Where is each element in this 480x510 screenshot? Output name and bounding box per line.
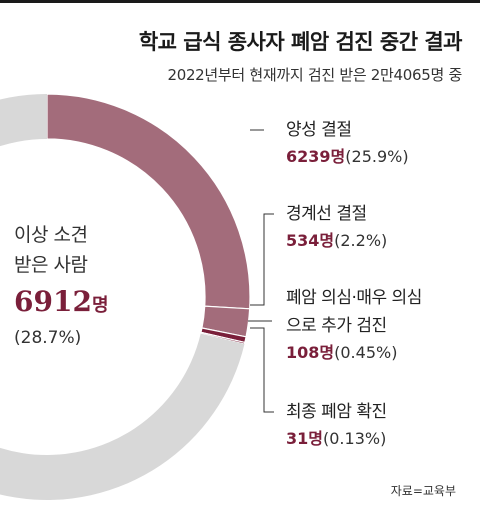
annotation-confirmed-cancer: 최종 폐암 확진 31명(0.13%) [286,398,387,452]
center-summary: 이상 소견 받은 사람 6912명 (28.7%) [14,220,134,350]
annotation-count: 6239명 [286,147,346,166]
leader-lines [248,129,274,413]
annotation-count: 534명 [286,231,335,250]
annotation-percent: (0.45%) [334,343,398,362]
annotation-name: 최종 폐암 확진 [286,402,387,422]
annotation-count: 108명 [286,343,335,362]
annotation-count: 31명 [286,429,323,448]
center-count: 6912명 [14,282,134,326]
center-label-line1: 이상 소견 [14,224,88,246]
annotation-percent: (0.13%) [323,429,387,448]
annotation-value: 108명(0.45%) [286,340,422,366]
source-note: 자료=교육부 [390,484,456,498]
chart-title: 학교 급식 종사자 폐암 검진 중간 결과 [138,30,463,54]
annotation-value: 6239명(25.9%) [286,144,409,170]
slice-confirmed-cancer [199,331,246,345]
annotation-name: 양성 결절 [286,120,352,140]
slice-no-findings [0,94,245,500]
top-rule [0,0,480,3]
center-count-unit: 명 [91,295,109,316]
chart-subtitle: 2022년부터 현재까지 검진 받은 2만4065명 중 [167,66,462,84]
annotation-name: 폐암 의심·매우 의심 [286,288,422,308]
leader-line-borderline [250,213,274,306]
center-percent: (28.7%) [14,328,82,348]
annotation-borderline-nodule: 경계선 결절 534명(2.2%) [286,200,387,254]
annotation-suspected-cancer: 폐암 의심·매우 의심 으로 추가 검진 108명(0.45%) [286,284,422,366]
annotation-value: 534명(2.2%) [286,228,387,254]
leader-line-confirmed [250,327,274,413]
donut-slices [0,93,251,500]
annotation-name: 경계선 결절 [286,204,367,224]
annotation-value: 31명(0.13%) [286,426,387,452]
annotation-name-line2: 으로 추가 검진 [286,316,387,336]
center-count-number: 6912 [14,285,92,318]
annotation-benign-nodule: 양성 결절 6239명(25.9%) [286,116,409,170]
annotation-percent: (25.9%) [345,147,409,166]
center-label-line2: 받은 사람 [14,254,88,276]
annotation-percent: (2.2%) [334,231,388,250]
